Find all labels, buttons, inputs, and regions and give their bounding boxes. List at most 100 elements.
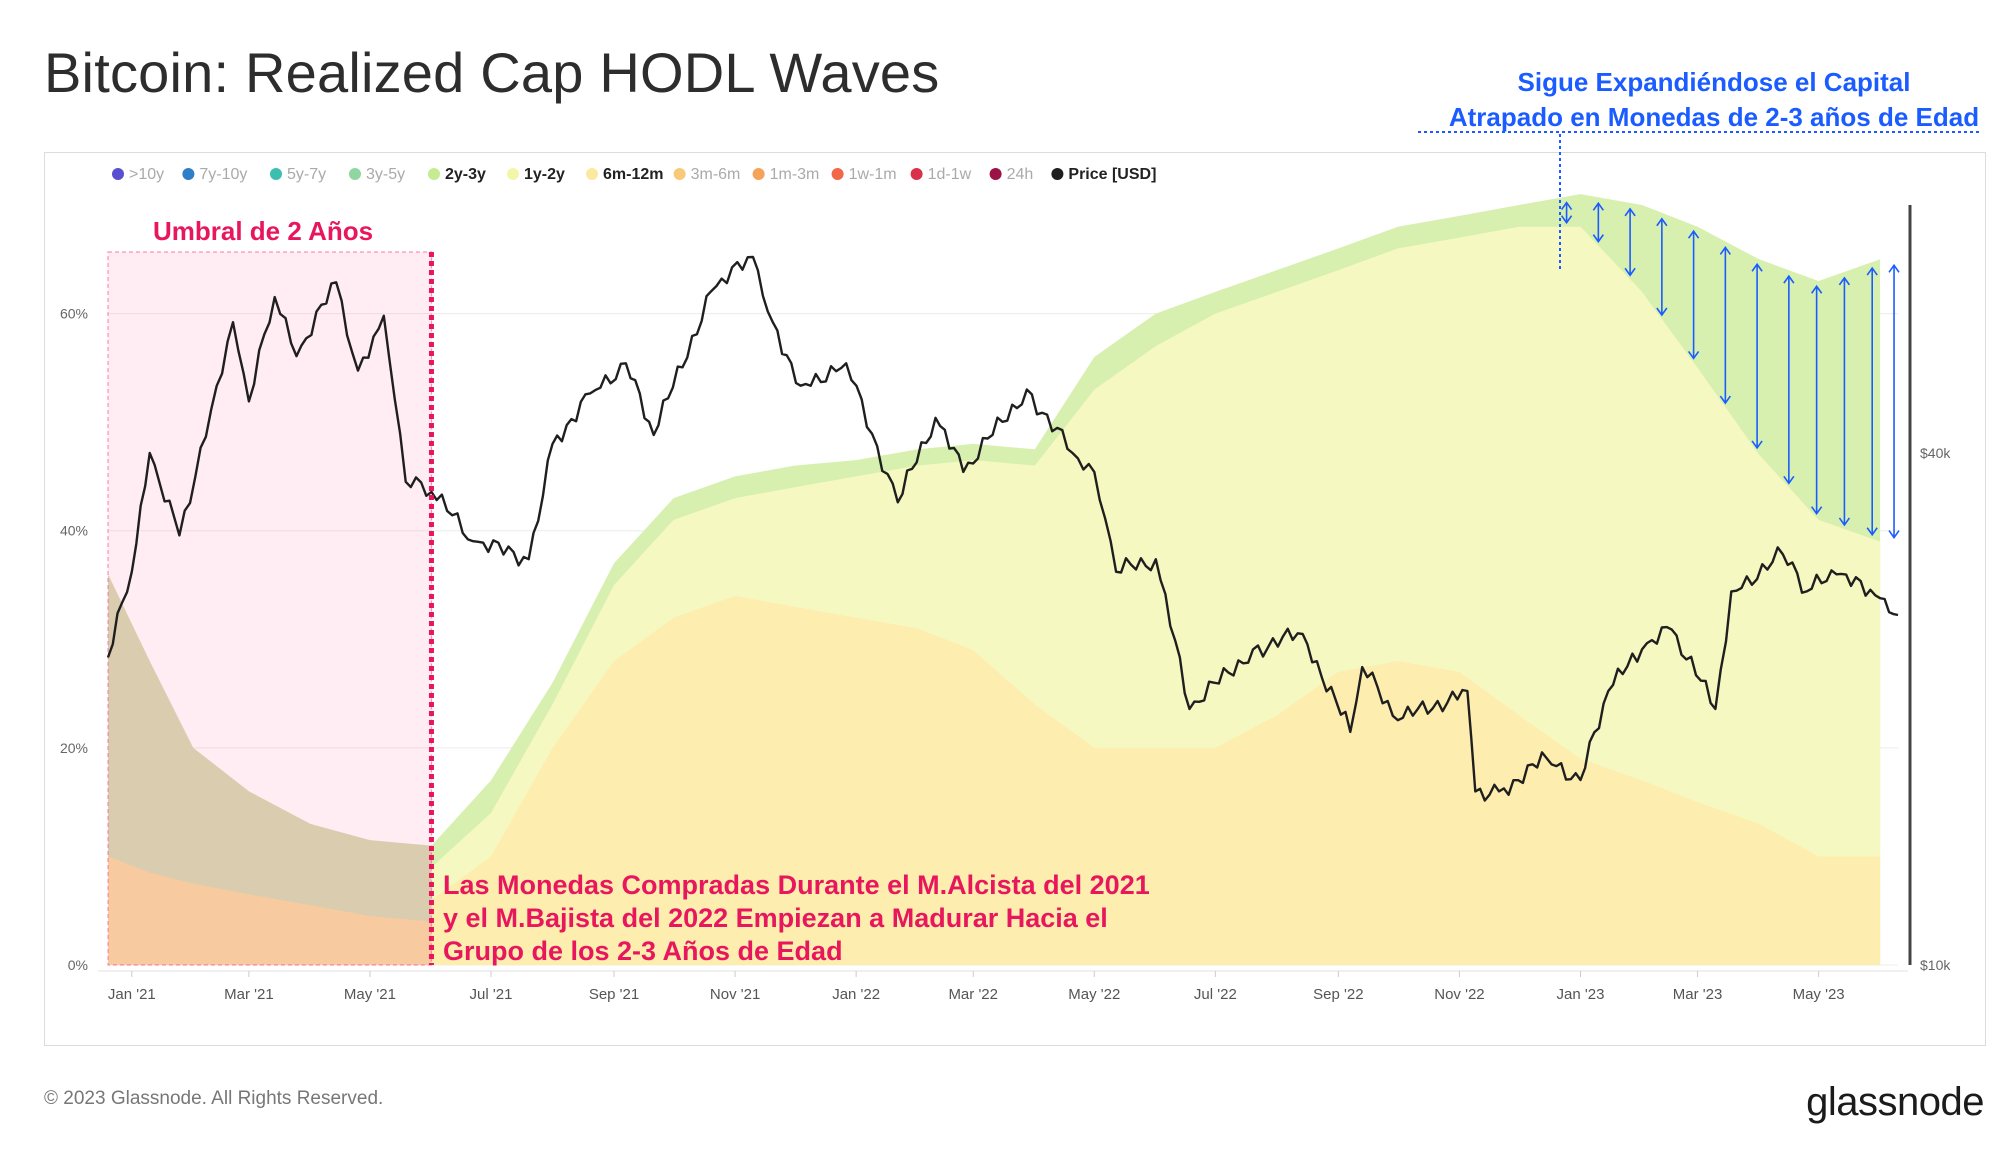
x-tick-label: Mar '21 bbox=[224, 986, 274, 1003]
red-annotation-line2: y el M.Bajista del 2022 Empiezan a Madur… bbox=[443, 903, 1108, 933]
arrow-head-down bbox=[1888, 530, 1900, 539]
legend-label: 3m-6m bbox=[691, 166, 741, 183]
threshold-label: Umbral de 2 Años bbox=[153, 216, 373, 246]
legend-swatch bbox=[1051, 168, 1064, 180]
expansion-arrows bbox=[1560, 201, 1900, 539]
legend-item[interactable]: Price [USD] bbox=[1051, 166, 1156, 183]
legend-item[interactable]: >10y bbox=[112, 166, 164, 183]
legend-item[interactable]: 1w-1m bbox=[831, 166, 897, 183]
x-tick-label: Jan '23 bbox=[1557, 986, 1605, 1003]
legend-item[interactable]: 2y-3y bbox=[428, 166, 486, 183]
y-axis-right: $10k $40k bbox=[1920, 445, 1951, 973]
arrow-head-down bbox=[1624, 267, 1636, 277]
arrow-head-up bbox=[1838, 276, 1851, 286]
x-tick-label: Nov '21 bbox=[710, 986, 760, 1003]
legend-swatch bbox=[831, 168, 844, 180]
legend-label: 24h bbox=[1007, 166, 1034, 183]
arrow-head-down bbox=[1810, 506, 1823, 516]
x-tick-label: Sep '21 bbox=[589, 986, 639, 1003]
blue-annotation-line1: Sigue Expandiéndose el Capital bbox=[1518, 67, 1911, 97]
arrow-head-up bbox=[1592, 201, 1604, 211]
arrow-head-down bbox=[1592, 234, 1604, 244]
legend-swatch bbox=[507, 168, 519, 180]
x-tick-label: Jul '22 bbox=[1194, 986, 1237, 1003]
x-tick-label: Mar '23 bbox=[1673, 986, 1723, 1003]
glassnode-logo: glassnode bbox=[1806, 1080, 1984, 1124]
legend-swatch bbox=[182, 168, 195, 180]
x-tick-label: May '22 bbox=[1068, 986, 1120, 1003]
x-tick-label: Nov '22 bbox=[1434, 986, 1484, 1003]
x-tick-label: Jan '21 bbox=[108, 986, 156, 1003]
blue-annotation-line2: Atrapado en Monedas de 2-3 años de Edad bbox=[1449, 102, 1979, 132]
band-6m-12m bbox=[431, 595, 1881, 965]
band-3m-6m bbox=[108, 856, 432, 965]
legend: >10y 7y-10y 5y-7y 3y-5y 2y-3y 1y-2y 6m-12m 3m-6… bbox=[112, 166, 1156, 183]
legend-label: >10y bbox=[129, 166, 164, 183]
legend-item[interactable]: 1m-3m bbox=[752, 166, 820, 183]
legend-item[interactable]: 6m-12m bbox=[586, 166, 663, 183]
x-tick-label: Jan '22 bbox=[832, 986, 880, 1003]
legend-swatch bbox=[586, 168, 598, 180]
x-tick-label: May '23 bbox=[1793, 986, 1845, 1003]
arrow-head-down bbox=[1719, 395, 1732, 405]
legend-item[interactable]: 7y-10y bbox=[182, 166, 247, 183]
price-line bbox=[106, 255, 1899, 802]
red-annotation-line1: Las Monedas Compradas Durante el M.Alcis… bbox=[443, 870, 1150, 900]
legend-item[interactable]: 3y-5y bbox=[349, 166, 405, 183]
legend-item[interactable]: 1d-1w bbox=[910, 166, 972, 183]
chart-frame bbox=[44, 152, 1986, 1046]
arrow-head-up bbox=[1888, 263, 1900, 273]
arrow-head-up bbox=[1687, 229, 1700, 239]
arrow-head-up bbox=[1783, 274, 1795, 284]
legend-label: 1y-2y bbox=[524, 166, 565, 183]
legend-label: Price [USD] bbox=[1068, 166, 1156, 183]
x-tick-label: May '21 bbox=[344, 986, 396, 1003]
y-left-tick-label: 60% bbox=[60, 306, 88, 322]
legend-item[interactable]: 1y-2y bbox=[507, 166, 565, 183]
arrow-head-up bbox=[1810, 284, 1823, 294]
arrow-head-up bbox=[1560, 201, 1573, 211]
legend-label: 6m-12m bbox=[603, 166, 663, 183]
legend-label: 1d-1w bbox=[928, 166, 972, 183]
y-left-tick-label: 20% bbox=[60, 740, 88, 756]
legend-label: 3y-5y bbox=[366, 166, 405, 183]
legend-swatch bbox=[673, 168, 686, 180]
legend-swatch bbox=[910, 168, 923, 180]
two-year-threshold-zone bbox=[107, 251, 433, 966]
arrow-head-down bbox=[1751, 440, 1763, 450]
copyright: © 2023 Glassnode. All Rights Reserved. bbox=[44, 1088, 384, 1109]
arrow-head-up bbox=[1719, 246, 1732, 255]
arrow-head-down bbox=[1838, 517, 1851, 527]
y-right-tick-label: $40k bbox=[1920, 445, 1951, 461]
legend-label: 1w-1m bbox=[849, 166, 897, 183]
legend-item[interactable]: 5y-7y bbox=[270, 166, 326, 183]
arrow-head-down bbox=[1656, 307, 1668, 317]
arrow-head-up bbox=[1866, 266, 1878, 276]
y-right-tick-label: $10k bbox=[1920, 957, 1951, 973]
arrow-head-down bbox=[1687, 350, 1700, 360]
legend-label: 1m-3m bbox=[770, 166, 820, 183]
arrow-head-down bbox=[1866, 527, 1878, 537]
y-left-tick-label: 40% bbox=[60, 523, 88, 539]
page-title: Bitcoin: Realized Cap HODL Waves bbox=[44, 41, 940, 104]
legend-swatch bbox=[349, 168, 361, 180]
legend-item[interactable]: 24h bbox=[989, 166, 1034, 183]
legend-swatch bbox=[428, 168, 440, 180]
legend-label: 5y-7y bbox=[287, 166, 326, 183]
arrow-head-down bbox=[1560, 215, 1573, 225]
legend-swatch bbox=[752, 168, 765, 180]
x-axis: Jan '21 Mar '21 May '21 Jul '21 Sep '21 Nov '… bbox=[98, 970, 1908, 1003]
legend-label: 7y-10y bbox=[199, 166, 247, 183]
x-tick-label: Jul '21 bbox=[470, 986, 513, 1003]
x-tick-label: Sep '22 bbox=[1313, 986, 1363, 1003]
legend-swatch bbox=[112, 168, 124, 180]
band-3y-5y bbox=[108, 574, 432, 965]
y-axis-left: 0% 20% 40% 60% bbox=[60, 306, 88, 973]
legend-swatch bbox=[989, 168, 1002, 180]
legend-swatch bbox=[270, 168, 282, 180]
legend-item[interactable]: 3m-6m bbox=[673, 166, 741, 183]
legend-label: 2y-3y bbox=[445, 166, 486, 183]
arrow-head-up bbox=[1624, 207, 1636, 217]
arrow-head-up bbox=[1656, 217, 1668, 227]
